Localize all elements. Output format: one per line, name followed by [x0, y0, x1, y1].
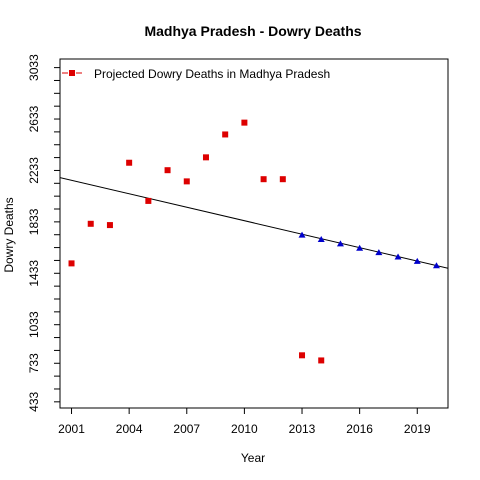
y-tick-label: 433 — [27, 391, 41, 411]
x-axis-label: Year — [241, 451, 265, 465]
data-point-actual — [106, 222, 113, 229]
data-point-actual — [260, 176, 267, 183]
data-point-actual — [279, 176, 286, 183]
data-point-actual — [87, 220, 94, 227]
legend-label: Projected Dowry Deaths in Madhya Pradesh — [94, 67, 330, 81]
x-tick-label: 2001 — [58, 422, 85, 436]
x-tick-label: 2019 — [404, 422, 431, 436]
data-point-projected — [375, 249, 383, 256]
plot-area: 2001 2004 2007 2010 2013 2016 2019 433 733 1033 14… — [27, 54, 449, 436]
data-point-projected — [298, 231, 306, 238]
y-tick-label: 733 — [27, 353, 41, 373]
y-tick-label: 1033 — [27, 311, 41, 338]
data-point-projected — [413, 257, 421, 264]
legend-marker — [69, 70, 75, 76]
data-point-actual — [68, 260, 75, 267]
data-point-actual — [299, 352, 306, 359]
y-axis-label: Dowry Deaths — [2, 197, 16, 272]
data-point-actual — [164, 167, 171, 174]
plot-border — [59, 58, 449, 409]
data-point-actual — [222, 131, 229, 138]
data-point-projected — [394, 253, 402, 260]
x-tick-label: 2013 — [289, 422, 316, 436]
data-point-actual — [318, 357, 325, 364]
data-point-actual — [241, 119, 248, 126]
y-tick-label: 1833 — [27, 208, 41, 235]
x-tick-label: 2004 — [116, 422, 143, 436]
y-tick-label: 2633 — [27, 105, 41, 132]
chart-title: Madhya Pradesh - Dowry Deaths — [144, 23, 361, 39]
y-tick-label: 2233 — [27, 157, 41, 184]
data-point-projected — [317, 235, 325, 242]
data-point-projected — [356, 244, 364, 251]
trend-line — [60, 177, 448, 269]
y-tick-label: 3033 — [27, 54, 41, 81]
legend: Projected Dowry Deaths in Madhya Pradesh — [62, 67, 330, 81]
x-tick-label: 2016 — [346, 422, 373, 436]
data-point-projected — [432, 262, 440, 269]
data-point-projected — [336, 240, 344, 247]
data-point-actual — [126, 159, 133, 166]
data-point-actual — [145, 197, 152, 204]
data-point-actual — [202, 154, 209, 161]
x-tick-label: 2010 — [231, 422, 258, 436]
data-point-actual — [183, 178, 190, 185]
y-tick-label: 1433 — [27, 260, 41, 287]
x-tick-label: 2007 — [173, 422, 200, 436]
